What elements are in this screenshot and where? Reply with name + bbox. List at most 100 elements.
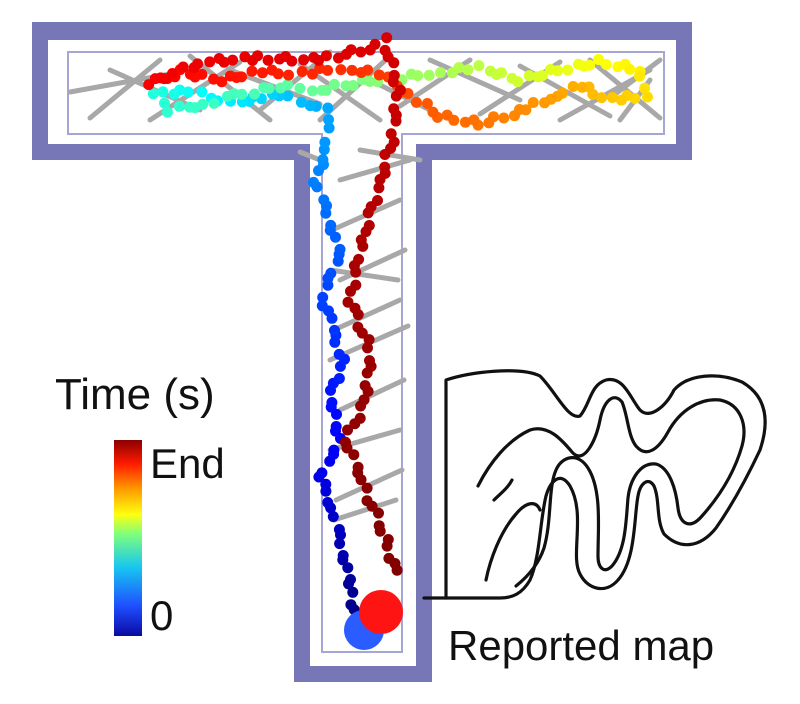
trajectory-dot [373,507,384,519]
trajectory-dot [624,63,636,75]
trajectory-dot [373,69,385,81]
trajectory-dot [295,96,307,108]
trajectory-dot [606,92,618,103]
trajectory-dot [373,182,385,194]
trajectory-dot [496,67,507,79]
trajectory-dot [576,81,588,93]
end-marker [359,590,403,634]
trajectory-dot [423,69,435,81]
trajectory-dot [197,98,209,110]
trajectory-dot [536,70,548,82]
trajectory-dot [257,67,268,79]
trajectory-dot [642,91,653,103]
trajectory-dot [374,525,386,537]
trajectory-dot [167,68,178,79]
trajectory-dot [282,79,293,91]
colorbar-title: Time (s) [55,370,215,419]
trajectory-dot [283,69,294,81]
trajectory-dot [459,116,471,128]
trajectory-dot [562,64,574,76]
trajectory-dot [333,348,345,360]
trajectory-dot [361,367,373,379]
trajectory-dot [615,94,627,106]
trajectory-dot [252,50,264,62]
trajectory-dot [379,149,391,160]
trajectory-dot [435,67,446,79]
trajectory-dot [341,442,353,454]
trajectory-dot [334,538,346,550]
trajectory-dot [159,97,170,109]
trajectory-dot [596,92,608,104]
trajectory-dot [539,97,551,109]
trajectory-dot [322,102,334,114]
trajectory-dot [357,240,369,252]
trajectory-dot [329,324,340,336]
trajectory-dot [296,66,308,77]
trajectory-dot [307,68,318,80]
trajectory-dot [323,114,334,126]
trajectory-dot [634,70,645,82]
trajectory-dot [473,60,485,72]
trajectory-dot [326,397,338,408]
gray-segment [297,149,323,163]
trajectory-dot [307,85,318,97]
trajectory-dot [249,88,260,100]
trajectory-dot [316,467,328,479]
trajectory-dot [462,64,474,76]
reported-map-sketch [422,369,767,600]
trajectory-dot [227,54,239,66]
trajectory-dot [262,54,274,66]
trajectory-dot [639,82,651,94]
trajectory-dot [342,562,354,574]
trajectory-dot [325,219,337,231]
trajectory-dot [317,291,329,303]
trajectory-dot [552,65,564,77]
trajectory-dot [208,73,220,85]
trajectory-dot [523,70,535,82]
trajectory-dot [381,32,393,44]
trajectory-dot [286,55,298,67]
trajectory-dot [192,58,204,70]
sketch-inner-path-3 [492,478,514,502]
colorbar-end-label: End [150,440,225,487]
trajectory-dot [317,154,329,166]
trajectory-dot [304,100,316,112]
trajectory-dot [391,564,403,576]
trajectory-dot [143,79,155,91]
trajectory-dot [362,207,374,219]
trajectory-dot [298,54,310,66]
sketch-outer-loop [444,369,767,600]
trajectory-dot [352,309,364,321]
trajectory-dot [320,84,332,96]
trajectory-dot [157,86,169,98]
trajectory-dot [335,64,347,76]
trajectory-dot [328,444,340,456]
trajectory-dot [337,550,349,561]
trajectory-dot [350,266,362,278]
trajectory-dot [584,59,596,71]
trajectory-dot [355,400,367,412]
t-maze-inner-boundary [67,51,665,653]
trajectory-dot [308,176,319,188]
trajectory-dot [318,194,330,206]
trajectory-dots [143,32,653,636]
trajectory-dot [512,76,524,88]
trajectory-dot [369,38,381,50]
trajectory-dot [182,86,194,98]
trajectory-dot [162,106,173,118]
trajectory-dot [453,62,465,74]
trajectory-dot [196,86,208,98]
trajectory-dot [509,110,520,122]
trajectory-dot [346,64,358,76]
gray-segment [187,53,273,123]
reported-map-caption: Reported map [448,622,715,669]
trajectory-dot [345,44,357,56]
gray-segment [87,57,163,121]
trajectory-dot [412,70,424,82]
trajectory-dot [381,540,393,552]
trajectory-dot [387,76,399,88]
trajectory-dot [342,424,353,436]
trajectory-dot [593,54,604,65]
trajectory-dot [177,61,189,73]
trajectory-dot [366,500,378,512]
